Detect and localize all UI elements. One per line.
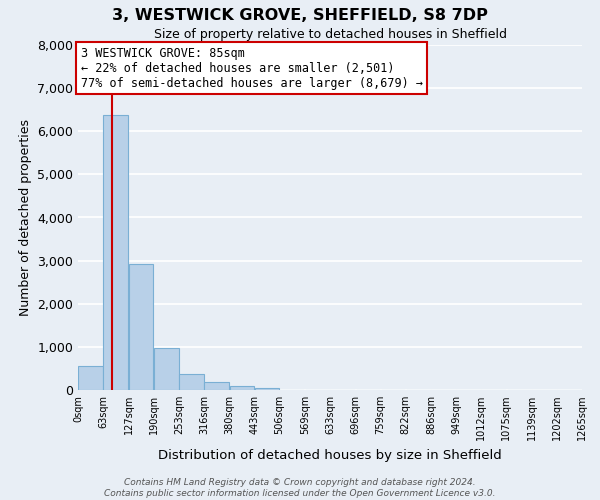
Bar <box>78 366 103 390</box>
Text: Contains HM Land Registry data © Crown copyright and database right 2024.
Contai: Contains HM Land Registry data © Crown c… <box>104 478 496 498</box>
Bar <box>204 382 229 390</box>
Bar <box>154 348 179 390</box>
Y-axis label: Number of detached properties: Number of detached properties <box>19 119 32 316</box>
Bar <box>230 386 254 390</box>
Bar <box>255 388 280 390</box>
Bar <box>103 115 128 390</box>
X-axis label: Distribution of detached houses by size in Sheffield: Distribution of detached houses by size … <box>158 448 502 462</box>
Bar <box>129 264 154 390</box>
Text: 3, WESTWICK GROVE, SHEFFIELD, S8 7DP: 3, WESTWICK GROVE, SHEFFIELD, S8 7DP <box>112 8 488 22</box>
Bar <box>179 374 203 390</box>
Text: 3 WESTWICK GROVE: 85sqm
← 22% of detached houses are smaller (2,501)
77% of semi: 3 WESTWICK GROVE: 85sqm ← 22% of detache… <box>80 46 422 90</box>
Title: Size of property relative to detached houses in Sheffield: Size of property relative to detached ho… <box>154 28 506 41</box>
